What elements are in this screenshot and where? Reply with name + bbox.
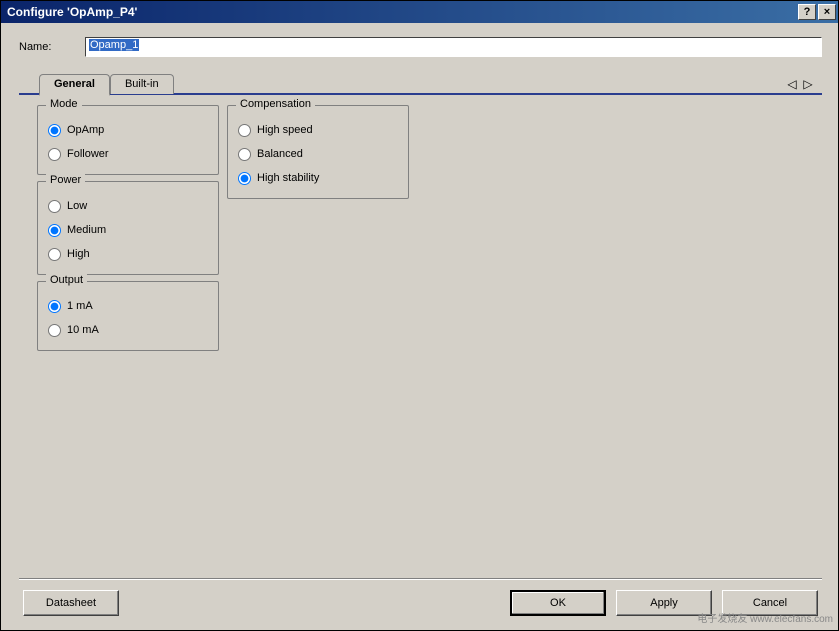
apply-button[interactable]: Apply [616,590,712,616]
group-power: Power Low Medium High [37,181,219,275]
dialog-window: Configure 'OpAmp_P4' ? × Name: Opamp_1 G… [0,0,839,631]
datasheet-button[interactable]: Datasheet [23,590,119,616]
radio-comp-balanced[interactable]: Balanced [238,142,398,166]
radio-label: Medium [67,224,106,236]
tab-nav: ◁ ▷ [786,77,814,93]
group-output: Output 1 mA 10 mA [37,281,219,351]
radio-label: High [67,248,90,260]
radio-label: Balanced [257,148,303,160]
ok-button[interactable]: OK [510,590,606,616]
group-mode-title: Mode [46,98,82,110]
titlebar: Configure 'OpAmp_P4' ? × [1,1,838,23]
titlebar-buttons: ? × [798,4,836,20]
name-input[interactable]: Opamp_1 [85,37,822,57]
dialog-content: Name: Opamp_1 General Built-in ◁ ▷ Mode [1,23,838,630]
radio-comp-highspeed[interactable]: High speed [238,118,398,142]
radio-label: 10 mA [67,324,99,336]
radio-mode-follower-input[interactable] [48,148,61,161]
radio-comp-highstability-input[interactable] [238,172,251,185]
tab-general[interactable]: General [39,74,110,96]
group-power-title: Power [46,174,85,186]
radio-power-high[interactable]: High [48,242,208,266]
radio-power-high-input[interactable] [48,248,61,261]
radio-power-medium[interactable]: Medium [48,218,208,242]
radio-mode-opamp-input[interactable] [48,124,61,137]
radio-comp-balanced-input[interactable] [238,148,251,161]
tab-strip: General Built-in ◁ ▷ [19,71,822,95]
radio-mode-follower[interactable]: Follower [48,142,208,166]
radio-output-1ma[interactable]: 1 mA [48,294,208,318]
radio-output-1ma-input[interactable] [48,300,61,313]
name-field-label: Name: [19,41,73,53]
radio-comp-highspeed-input[interactable] [238,124,251,137]
tab-content-general: Mode OpAmp Follower Power Low [19,95,822,579]
radio-label: High speed [257,124,313,136]
group-compensation-title: Compensation [236,98,315,110]
left-column: Mode OpAmp Follower Power Low [37,105,219,351]
help-button[interactable]: ? [798,4,816,20]
radio-label: Follower [67,148,109,160]
radio-label: 1 mA [67,300,93,312]
name-row: Name: Opamp_1 [19,37,822,57]
tab-builtin[interactable]: Built-in [110,74,174,94]
radio-output-10ma-input[interactable] [48,324,61,337]
radio-label: OpAmp [67,124,104,136]
radio-power-low[interactable]: Low [48,194,208,218]
name-input-value: Opamp_1 [89,39,139,51]
close-button[interactable]: × [818,4,836,20]
tab-nav-left-icon[interactable]: ◁ [786,77,798,91]
tabs: General Built-in [39,73,174,93]
cancel-button[interactable]: Cancel [722,590,818,616]
radio-mode-opamp[interactable]: OpAmp [48,118,208,142]
radio-label: High stability [257,172,319,184]
button-bar: Datasheet OK Apply Cancel [19,579,822,620]
group-mode: Mode OpAmp Follower [37,105,219,175]
radio-power-medium-input[interactable] [48,224,61,237]
titlebar-title: Configure 'OpAmp_P4' [7,5,798,19]
radio-label: Low [67,200,87,212]
group-compensation: Compensation High speed Balanced High st… [227,105,409,199]
right-column: Compensation High speed Balanced High st… [227,105,409,199]
radio-power-low-input[interactable] [48,200,61,213]
radio-output-10ma[interactable]: 10 mA [48,318,208,342]
radio-comp-highstability[interactable]: High stability [238,166,398,190]
group-output-title: Output [46,274,87,286]
tab-nav-right-icon[interactable]: ▷ [802,77,814,91]
